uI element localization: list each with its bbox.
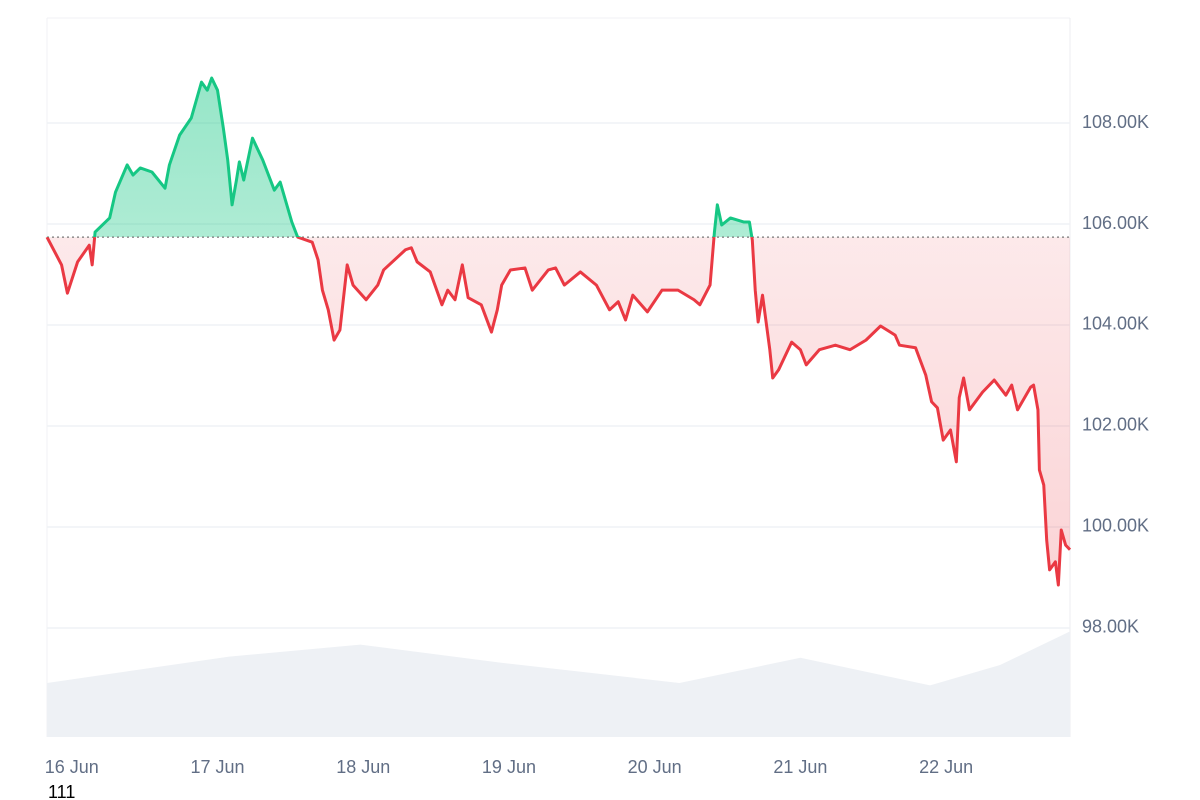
x-tick-label: 22 Jun xyxy=(919,757,973,777)
price-line-above xyxy=(46,76,754,238)
area-below xyxy=(47,237,1070,586)
y-tick-label: 104.00K xyxy=(1082,314,1149,334)
x-tick-label: 19 Jun xyxy=(482,757,536,777)
x-tick-label: 18 Jun xyxy=(336,757,390,777)
x-tick-label: 16 Jun xyxy=(45,757,99,777)
y-tick-label: 100.00K xyxy=(1082,516,1149,536)
x-tick-label: 20 Jun xyxy=(628,757,682,777)
area-above xyxy=(47,78,1070,238)
y-tick-label: 102.00K xyxy=(1082,415,1149,435)
x-tick-label: 17 Jun xyxy=(190,757,244,777)
footnote: 111 xyxy=(48,782,75,800)
volume-area xyxy=(47,631,1070,737)
price-line-below xyxy=(45,237,1072,587)
y-tick-label: 106.00K xyxy=(1082,213,1149,233)
y-tick-label: 108.00K xyxy=(1082,112,1149,132)
y-tick-label: 98.00K xyxy=(1082,617,1139,637)
x-tick-label: 21 Jun xyxy=(773,757,827,777)
